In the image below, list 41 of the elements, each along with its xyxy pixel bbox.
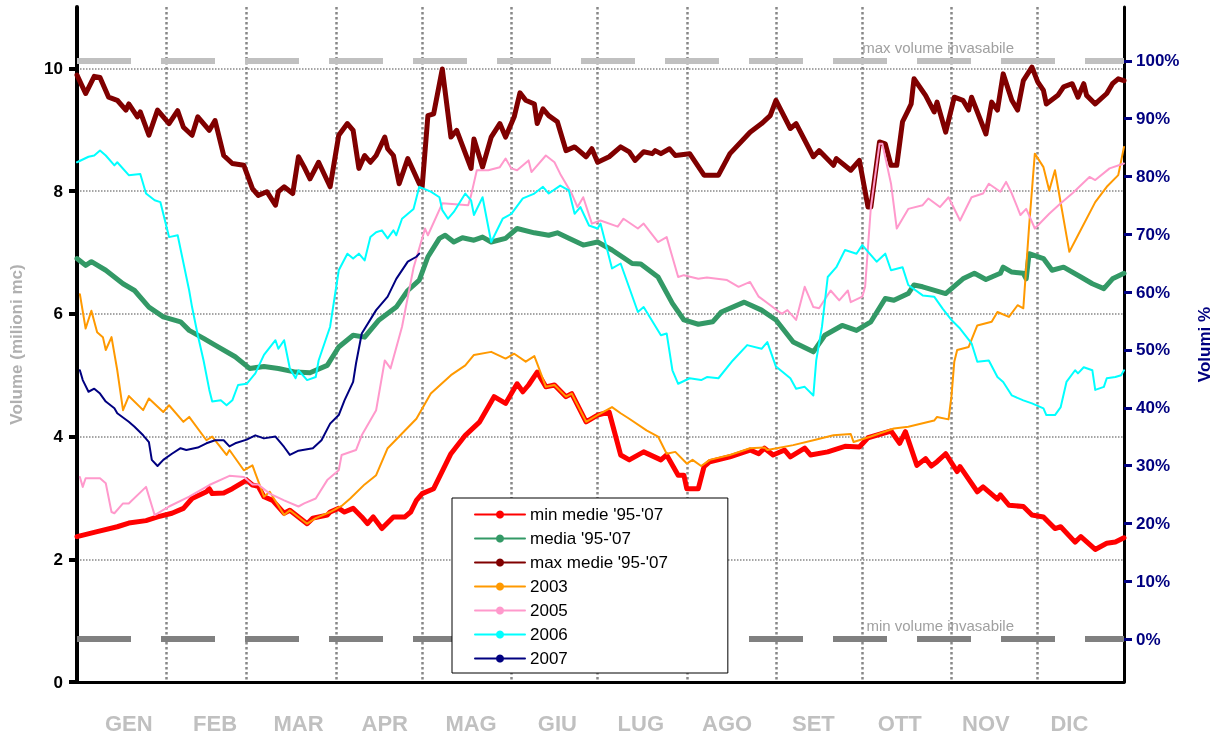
x-tick-label: MAG (445, 710, 497, 736)
y2-tick-label: 90% (1136, 109, 1171, 129)
y2-tick-label: 20% (1136, 514, 1171, 534)
y2-tick-label: 100% (1136, 51, 1180, 71)
line-series (78, 252, 421, 467)
x-tick-label: DIC (1050, 710, 1089, 736)
legend-label: 2003 (530, 577, 568, 596)
x-tick-label: APR (361, 710, 409, 736)
y2-tick-label: 30% (1136, 456, 1171, 476)
legend-label: 2006 (530, 625, 568, 644)
legend-label: 2007 (530, 649, 568, 668)
x-tick-label: GIU (537, 710, 577, 736)
x-tick-label: MAR (273, 710, 324, 736)
legend-label: max medie '95-'07 (530, 553, 668, 572)
x-tick-label: AGO (702, 710, 753, 736)
ref-line-label: min volume invasabile (866, 617, 1014, 635)
x-tick-label: GEN (104, 710, 153, 736)
y-tick-label: 0 (53, 672, 63, 692)
legend-label: 2005 (530, 601, 568, 620)
y-axis-title: Volume (milioni mc) (7, 264, 26, 425)
x-tick-label: FEB (193, 710, 238, 736)
y-tick-label: 2 (53, 549, 63, 569)
x-tick-label: SET (791, 710, 836, 736)
x-tick-label: NOV (962, 710, 1011, 736)
y2-tick-label: 80% (1136, 166, 1171, 186)
y2-tick-label: 70% (1136, 224, 1171, 244)
legend-label: min medie '95-'07 (530, 505, 664, 524)
x-tick-label: LUG (617, 710, 664, 736)
y2-tick-label: 10% (1136, 571, 1171, 591)
y2-tick-label: 50% (1136, 340, 1171, 360)
ref-line-label: max volume invasabile (862, 38, 1014, 56)
y2-tick-label: 0% (1136, 629, 1161, 649)
y-tick-label: 6 (53, 304, 63, 324)
y2-tick-label: 60% (1136, 282, 1171, 302)
x-tick-label: OTT (877, 710, 923, 736)
y-tick-label: 10 (44, 58, 63, 78)
y-tick-label: 4 (53, 427, 64, 447)
y-tick-label: 8 (53, 181, 63, 201)
y2-tick-label: 40% (1136, 398, 1171, 418)
legend-label: media '95-'07 (530, 529, 631, 548)
y2-axis-title: Volumi % (1195, 306, 1214, 383)
